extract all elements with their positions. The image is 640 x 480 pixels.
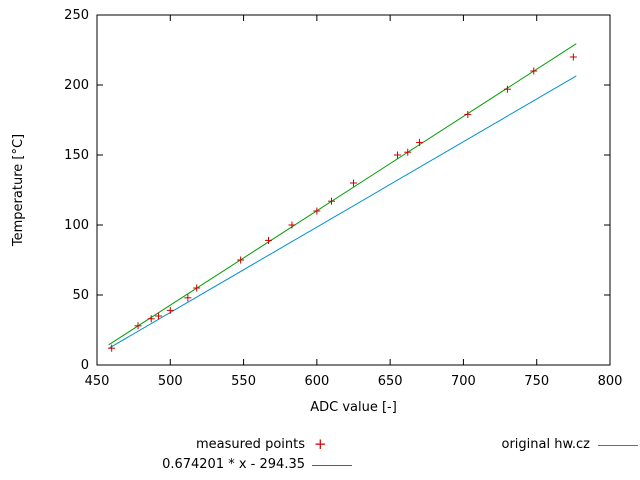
x-tick-label: 550 <box>231 374 256 389</box>
y-tick-label: 100 <box>64 218 89 233</box>
x-tick-label: 650 <box>378 374 403 389</box>
y-tick-label: 150 <box>64 148 89 163</box>
x-tick-label: 700 <box>451 374 476 389</box>
legend-label-measured-points: measured points <box>195 437 305 452</box>
x-tick-label: 450 <box>85 374 110 389</box>
legend-label-fit-equation: 0.674201 * x - 294.35 <box>162 457 305 472</box>
y-tick-label: 50 <box>72 288 89 303</box>
legend-line-sample-fit <box>312 465 352 466</box>
legend-label-original-hwcz: original hw.cz <box>501 437 590 452</box>
x-tick-label: 750 <box>524 374 549 389</box>
x-tick-label: 500 <box>158 374 183 389</box>
temperature-adc-chart: 450 500 550 600 650 700 750 800 0 50 100 150 200 250 A… <box>11 8 623 415</box>
x-axis-label: ADC value [-] <box>310 400 397 415</box>
y-tick-label: 250 <box>64 8 89 23</box>
x-tick-label: 600 <box>304 374 329 389</box>
legend-line-sample-original <box>598 445 638 446</box>
legend-marker-plus-icon: + <box>314 435 327 453</box>
series-line <box>108 75 577 349</box>
plot-border <box>96 14 611 366</box>
x-tick-label: 800 <box>598 374 623 389</box>
y-tick-label: 0 <box>81 358 89 373</box>
y-axis-label: Temperature [°C] <box>11 134 26 247</box>
y-tick-label: 200 <box>64 78 89 93</box>
series-line <box>108 43 577 346</box>
